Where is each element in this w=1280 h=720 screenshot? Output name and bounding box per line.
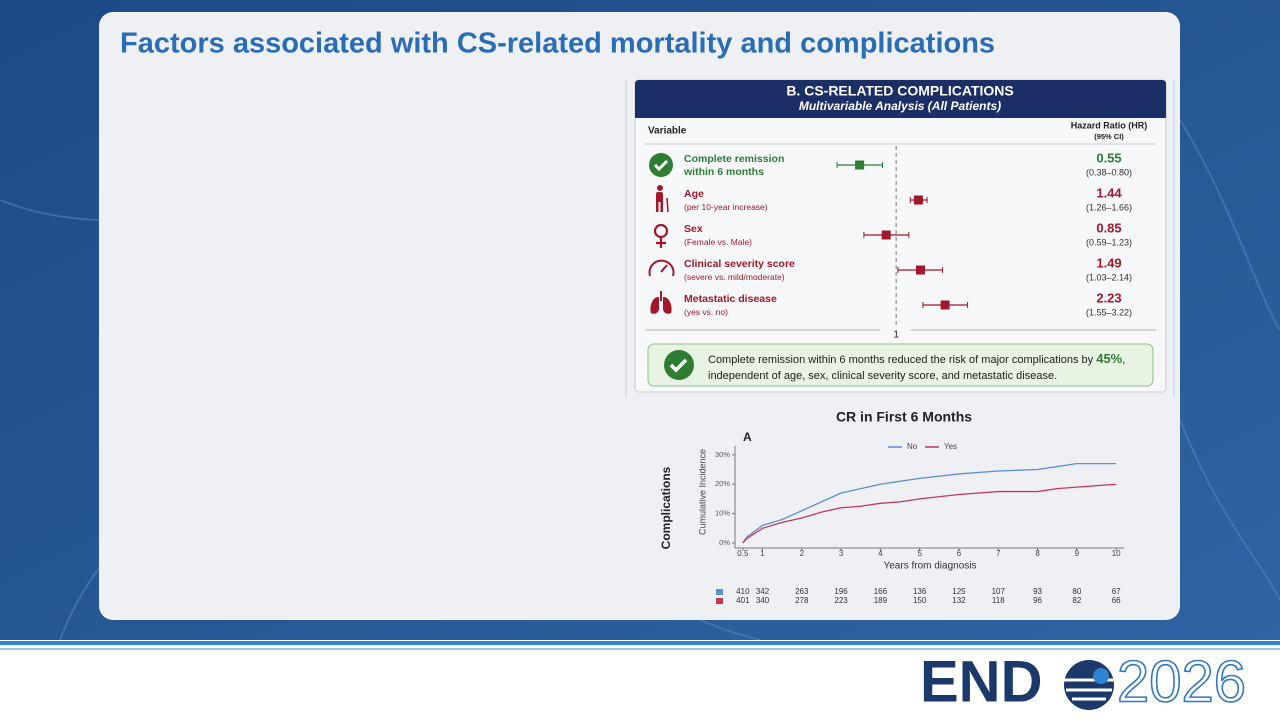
ci-label: (0.59–1.23) [1086, 237, 1132, 247]
x-tick-label: 0.5 [737, 549, 749, 558]
at-risk-count: 263 [795, 587, 809, 596]
y-axis-label: Cumulative Incidence [697, 449, 707, 535]
ci-label: (0.38–0.80) [1086, 167, 1132, 177]
hr-value: 1.49 [1096, 255, 1121, 270]
hr-marker [855, 160, 865, 170]
footer-stripe [0, 641, 1280, 645]
variable-detail: (severe vs. mild/moderate) [684, 272, 785, 282]
at-risk-count: 118 [992, 596, 1005, 605]
x-axis-label: Years from diagnosis [883, 561, 976, 572]
at-risk-count: 150 [913, 596, 927, 605]
forest-title: B. CS-RELATED COMPLICATIONS [786, 83, 1013, 99]
column-header: Variable [648, 126, 687, 137]
ci-label: (1.03–2.14) [1086, 272, 1132, 282]
at-risk-count: 67 [1112, 587, 1121, 596]
x-tick-label: 9 [1075, 549, 1080, 558]
at-risk-count: 82 [1072, 596, 1081, 605]
at-risk-count: 107 [992, 587, 1006, 596]
hr-marker [881, 230, 891, 240]
variable-detail: (Female vs. Male) [684, 237, 753, 247]
variable-name: Metastatic disease [684, 293, 777, 305]
forest-subtitle: Multivariable Analysis (All Patients) [799, 99, 1001, 113]
note-text: Complete remission within 6 months reduc… [708, 354, 1097, 366]
note-text: , independent of age, sex, clinical seve… [708, 354, 1126, 382]
icon-lungs [650, 291, 672, 314]
variable-name: Complete remission within 6 months [684, 153, 785, 178]
y-tick-label: 0% [719, 538, 730, 547]
at-risk-count: 93 [1033, 587, 1042, 596]
at-risk-count: 196 [834, 587, 848, 596]
legend-label: No [907, 442, 918, 451]
panel-label: A [743, 430, 752, 444]
hr-marker [913, 195, 923, 205]
y-tick-label: 20% [715, 479, 730, 488]
x-tick-label: 7 [996, 549, 1001, 558]
at-risk-count: 125 [952, 587, 966, 596]
at-risk-count: 189 [874, 596, 888, 605]
variable-name: Sex [684, 223, 703, 235]
note-box [647, 343, 1154, 387]
at-risk-count: 136 [913, 587, 927, 596]
risk-swatch [716, 589, 723, 595]
variable-name: Age [684, 188, 704, 200]
x-tick-label: 3 [839, 549, 844, 558]
x-tick-label: 6 [957, 549, 962, 558]
icon-female [653, 223, 669, 248]
at-risk-count: 410 [736, 587, 750, 596]
column-header: (95% CI) [1094, 132, 1124, 141]
ci-label: (1.55–3.22) [1086, 307, 1132, 317]
hr-marker [940, 300, 950, 310]
ci-label: (1.26–1.66) [1086, 202, 1132, 212]
y-tick-label: 30% [715, 450, 730, 459]
forest-header [635, 80, 1166, 118]
slide-title: Factors associated with CS-related morta… [120, 28, 995, 60]
hr-marker [915, 265, 925, 275]
hr-value: 2.23 [1096, 290, 1121, 305]
x-tick-label: 1 [893, 330, 899, 341]
at-risk-count: 166 [874, 587, 888, 596]
at-risk-count: 278 [795, 596, 809, 605]
variable-detail: (yes vs. no) [684, 307, 728, 317]
y-tick-label: 10% [715, 509, 730, 518]
icon-check [649, 153, 673, 177]
chart-title: CR in First 6 Months [836, 409, 972, 425]
series-line [742, 483, 1117, 544]
x-tick-label: 4 [878, 549, 883, 558]
at-risk-count: 80 [1072, 587, 1081, 596]
x-tick-label: 8 [1035, 549, 1040, 558]
logo-brand: END [920, 649, 1042, 714]
logo-globe [1064, 660, 1114, 710]
variable-name: Clinical severity score [684, 258, 795, 270]
hr-value: 1.44 [1096, 185, 1122, 200]
icon-age [656, 185, 669, 213]
hr-value: 0.55 [1096, 150, 1121, 165]
risk-swatch [716, 598, 723, 604]
x-tick-label: 2 [800, 549, 805, 558]
note: Complete remission within 6 months reduc… [708, 351, 1148, 384]
row-label: Complications [659, 466, 673, 549]
x-tick-label: 1 [760, 549, 765, 558]
x-tick-label: 10 [1112, 549, 1121, 558]
at-risk-count: 401 [736, 596, 750, 605]
icon-check [664, 350, 694, 380]
at-risk-count: 96 [1033, 596, 1042, 605]
legend-label: Yes [944, 442, 957, 451]
x-tick-label: 5 [917, 549, 922, 558]
at-risk-count: 132 [952, 596, 966, 605]
note-highlight: 45% [1096, 351, 1123, 366]
at-risk-count: 340 [756, 596, 770, 605]
at-risk-count: 66 [1112, 596, 1121, 605]
icon-gauge [648, 259, 675, 277]
series-line [742, 462, 1117, 544]
footer-stripe [0, 648, 1280, 650]
hr-value: 0.85 [1096, 220, 1121, 235]
at-risk-count: 223 [834, 596, 848, 605]
column-header: Hazard Ratio (HR) [1071, 120, 1148, 130]
logo-year: 2026 [1117, 649, 1246, 714]
variable-detail: (per 10-year increase) [684, 202, 768, 212]
at-risk-count: 342 [756, 587, 770, 596]
